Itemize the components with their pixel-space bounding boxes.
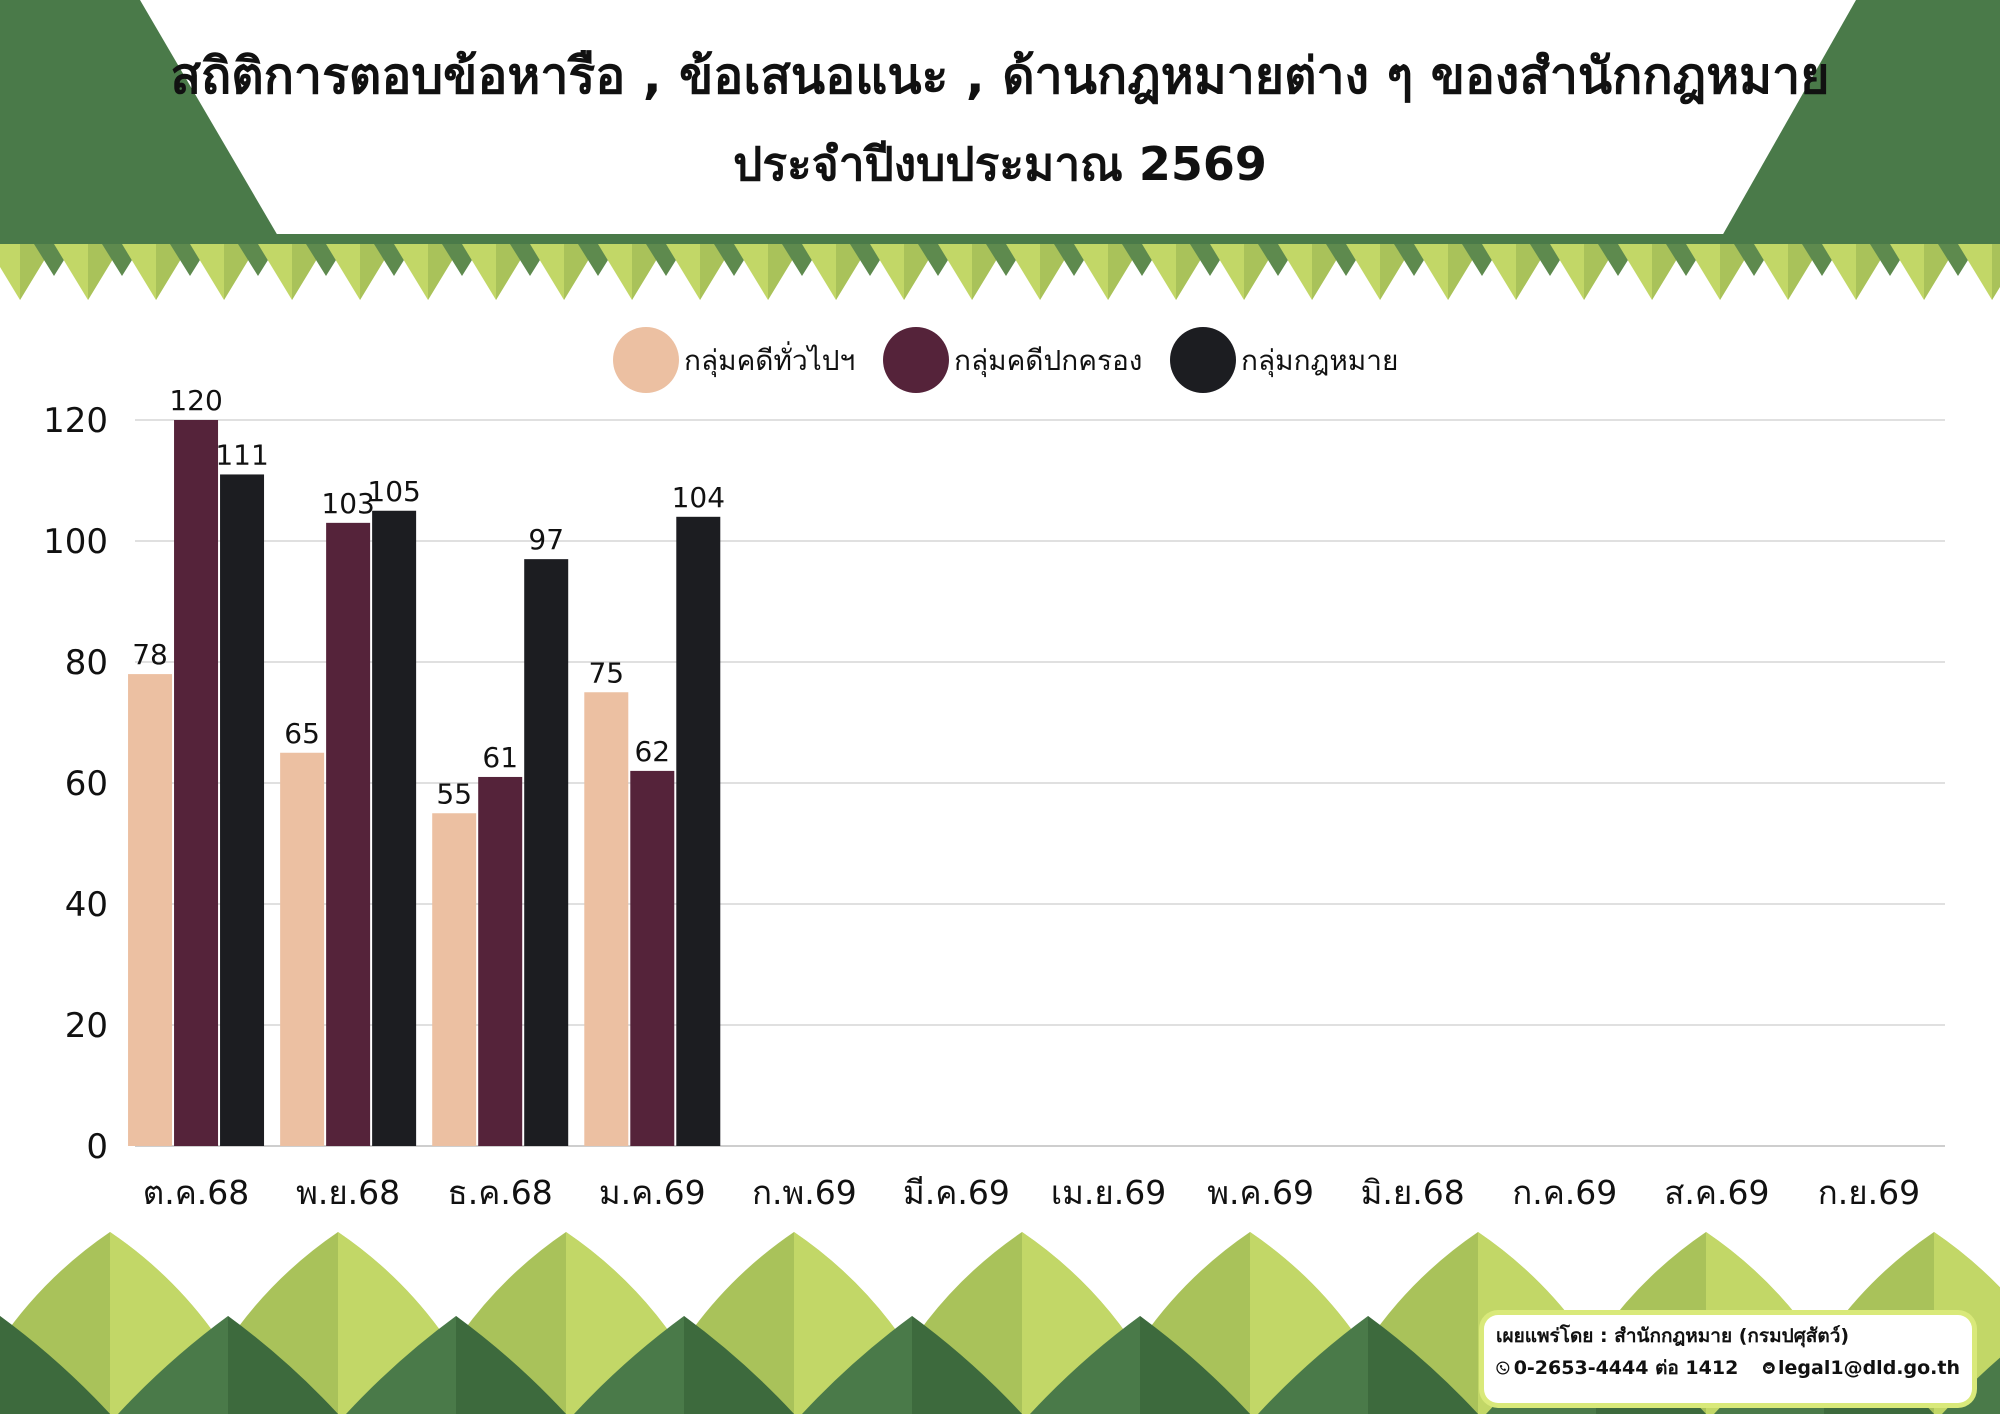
bottom-leaf-dark-shade: [684, 1316, 794, 1414]
legend-swatch: [1170, 327, 1236, 393]
mail-icon: [1763, 1362, 1776, 1374]
y-tick-label: 120: [43, 401, 108, 441]
x-tick-label: มี.ค.69: [903, 1173, 1010, 1212]
x-tick-label: เม.ย.69: [1051, 1173, 1166, 1212]
data-label: 61: [482, 741, 518, 774]
bar-1: [128, 674, 173, 1146]
bar-3: [524, 559, 569, 1146]
top-border-band: [0, 234, 2000, 246]
bar-1: [432, 813, 477, 1146]
data-label: 78: [132, 638, 168, 671]
y-tick-label: 40: [65, 885, 108, 925]
data-label: 103: [321, 487, 374, 520]
data-label: 120: [169, 384, 222, 417]
legend-swatch: [883, 327, 949, 393]
x-tick-label: ส.ค.69: [1664, 1173, 1769, 1212]
x-tick-label: ม.ค.69: [599, 1173, 706, 1212]
footer-phone: 0-2653-4444 ต่อ 1412: [1513, 1357, 1739, 1379]
bar-2: [630, 770, 675, 1146]
x-tick-label: มิ.ย.68: [1361, 1173, 1465, 1212]
bar-3: [676, 516, 721, 1146]
corner-shape-right: [1722, 0, 2000, 236]
y-tick-label: 80: [65, 643, 108, 683]
leaf-ornament: [1958, 244, 2000, 300]
footer-email[interactable]: legal1@dld.go.th: [1778, 1357, 1960, 1379]
x-tick-label: ก.พ.69: [752, 1173, 857, 1212]
bar-1: [280, 752, 325, 1146]
bar-2: [326, 522, 371, 1146]
leaf-ornament-shade: [1992, 244, 2000, 300]
data-label: 97: [528, 523, 564, 556]
legend-swatch: [613, 327, 679, 393]
page-title: สถิติการตอบข้อหารือ , ข้อเสนอแนะ , ด้านก…: [170, 47, 1830, 105]
bar-3: [220, 474, 265, 1146]
y-tick-label: 20: [65, 1006, 108, 1046]
bottom-leaf-dark-shade: [1140, 1316, 1250, 1414]
x-tick-label: ก.ย.69: [1818, 1173, 1920, 1212]
footer-contact-box: เผยแพร่โดย : สำนักกฎหมาย (กรมปศุสัตว์) 0…: [1484, 1315, 1972, 1403]
x-tick-label: ธ.ค.68: [448, 1173, 553, 1212]
bottom-leaf-dark-shade: [912, 1316, 1022, 1414]
bar-2: [478, 776, 523, 1146]
footer-contact-row: 0-2653-4444 ต่อ 1412 legal1@dld.go.th: [1496, 1351, 1960, 1385]
bottom-leaf-dark-shade: [228, 1316, 338, 1414]
y-tick-label: 100: [43, 522, 108, 562]
data-label: 104: [672, 481, 725, 514]
data-label: 111: [215, 438, 268, 471]
x-tick-label: พ.ค.69: [1207, 1173, 1314, 1212]
x-tick-label: พ.ย.68: [296, 1173, 400, 1212]
y-tick-label: 60: [65, 764, 108, 804]
legend-label: กลุ่มกฎหมาย: [1241, 344, 1398, 378]
bar-3: [372, 510, 417, 1146]
data-label: 62: [634, 735, 670, 768]
bar-1: [584, 692, 629, 1146]
legend-label: กลุ่มคดีปกครอง: [954, 344, 1142, 378]
y-tick-label: 0: [86, 1127, 108, 1167]
bottom-leaf-dark-shade: [0, 1316, 110, 1414]
title-block: สถิติการตอบข้อหารือ , ข้อเสนอแนะ , ด้านก…: [0, 40, 2000, 200]
x-tick-label: ต.ค.68: [143, 1173, 249, 1212]
bar-2: [174, 420, 219, 1146]
data-label: 65: [284, 717, 320, 750]
legend-label: กลุ่มคดีทั่วไปฯ: [684, 341, 855, 378]
data-label: 75: [588, 656, 624, 689]
data-label: 105: [367, 475, 420, 508]
x-tick-label: ก.ค.69: [1512, 1173, 1617, 1212]
page-subtitle: ประจำปีงบประมาณ 2569: [733, 137, 1267, 191]
corner-shape-left: [0, 0, 278, 236]
phone-icon: [1496, 1361, 1510, 1375]
bottom-leaf-dark-shade: [456, 1316, 566, 1414]
bottom-leaf-dark-shade: [1368, 1316, 1478, 1414]
data-label: 55: [436, 777, 472, 810]
footer-publisher: เผยแพร่โดย : สำนักกฎหมาย (กรมปศุสัตว์): [1496, 1325, 1850, 1347]
